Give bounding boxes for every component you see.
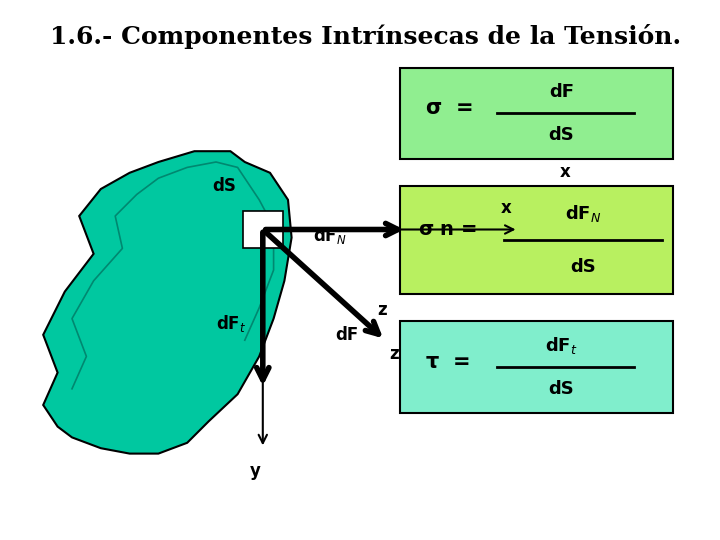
Bar [243,211,282,248]
Text: x: x [500,199,511,217]
Text: $\mathbf{\tau}$  =: $\mathbf{\tau}$ = [425,352,470,372]
Text: dS: dS [570,258,596,276]
FancyBboxPatch shape [400,186,673,294]
Text: 1.6.- Componentes Intrínsecas de la Tensión.: 1.6.- Componentes Intrínsecas de la Tens… [50,24,682,49]
Text: dF$_t$: dF$_t$ [216,314,246,334]
Text: dS: dS [549,380,575,398]
Text: dF$_N$: dF$_N$ [565,203,601,224]
Polygon shape [43,151,292,454]
Text: $\mathbf{\sigma}$  =: $\mathbf{\sigma}$ = [425,98,473,118]
Text: x: x [560,163,570,181]
Text: $\mathbf{\sigma}$ n =: $\mathbf{\sigma}$ n = [418,220,477,239]
Text: dF$_N$: dF$_N$ [313,225,347,246]
Text: z: z [377,301,387,319]
Text: dS: dS [549,126,575,144]
FancyBboxPatch shape [400,321,673,413]
Text: dF$_t$: dF$_t$ [545,335,578,356]
FancyBboxPatch shape [400,68,673,159]
Text: dF: dF [549,83,574,101]
Text: z: z [389,345,398,363]
Text: y: y [250,462,261,480]
Text: dF: dF [335,326,358,344]
Text: dS: dS [212,177,236,195]
